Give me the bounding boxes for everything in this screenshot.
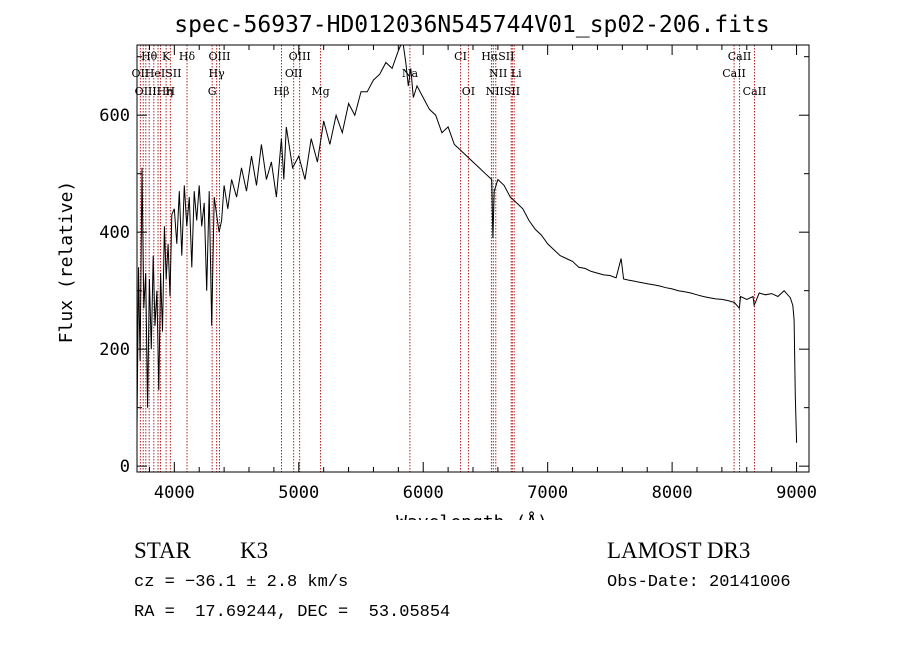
spectral-line-label: Hθ (141, 50, 158, 63)
spectral-line-label: HeISII (145, 67, 182, 80)
x-axis: 4000 5000 6000 7000 8000 9000 (148, 45, 817, 503)
x-tick-label: 9000 (776, 483, 817, 503)
spectral-line-label: OII (132, 67, 150, 80)
x-tick-label: 4000 (154, 483, 195, 503)
subclass: K3 (240, 538, 269, 563)
spectral-line-label: OIII (208, 50, 230, 63)
object-type: STAR (134, 538, 191, 563)
chart-title: spec-56937-HD012036N545744V01_sp02-206.f… (174, 12, 769, 38)
spectral-line-label: CaII (743, 85, 767, 98)
reference-lines (139, 45, 755, 472)
spectrum-line (136, 44, 798, 443)
spectral-line-label: H (166, 85, 176, 98)
spectral-line-label: CaII (728, 50, 752, 63)
spectral-line-label: NIISII (486, 85, 521, 98)
spectral-line-label: HαSII (481, 50, 514, 63)
spectral-line-label: Mg (311, 85, 329, 98)
x-tick-label: 5000 (278, 483, 319, 503)
spectral-line-label: Hγ (209, 67, 226, 80)
spectral-line-label: Hδ (179, 50, 196, 63)
spectrum-chart: spec-56937-HD012036N545744V01_sp02-206.f… (56, 12, 817, 520)
spectral-line-label: NII Li (489, 67, 522, 80)
spectral-line-label: CI (454, 50, 467, 63)
y-axis-label: Flux (relative) (56, 181, 77, 344)
spectral-line-label: OII (285, 67, 303, 80)
survey-name: LAMOST DR3 (607, 538, 751, 563)
y-tick-label: 200 (99, 340, 130, 360)
spectral-line-label: G (208, 85, 217, 98)
y-tick-label: 600 (99, 106, 130, 126)
y-axis: 0 200 400 600 (99, 56, 809, 477)
x-tick-label: 8000 (652, 483, 693, 503)
coordinates: RA = 17.69244, DEC = 53.05854 (134, 603, 451, 622)
spectral-line-label: CaII (722, 67, 746, 80)
spectral-line-label: OIII (289, 50, 311, 63)
y-tick-label: 400 (99, 223, 130, 243)
spectral-line-label: OIIIHη (135, 85, 173, 98)
observation-date: Obs-Date: 20141006 (607, 573, 791, 592)
plot-frame (136, 44, 810, 473)
spectral-line-label: Hβ (274, 85, 290, 98)
spectral-line-label: K (162, 50, 171, 63)
x-tick-label: 6000 (403, 483, 444, 503)
y-tick-label: 0 (120, 457, 130, 477)
x-tick-label: 7000 (527, 483, 568, 503)
redshift-cz: cz = −36.1 ± 2.8 km/s (134, 573, 349, 592)
spectral-line-label: OI (462, 85, 475, 98)
x-axis-label: Wavelength (Å) (396, 511, 548, 520)
